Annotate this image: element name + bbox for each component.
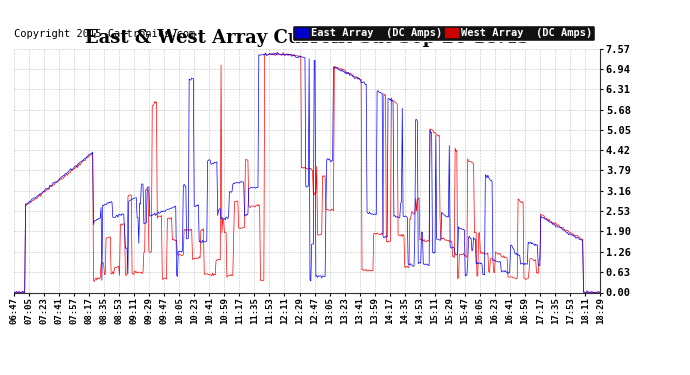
- Title: East & West Array Current Sat Sep 26 18:43: East & West Array Current Sat Sep 26 18:…: [85, 29, 529, 47]
- Legend: East Array  (DC Amps), West Array  (DC Amps): East Array (DC Amps), West Array (DC Amp…: [292, 25, 595, 41]
- Text: Copyright 2015 Cartronics.com: Copyright 2015 Cartronics.com: [14, 29, 195, 39]
